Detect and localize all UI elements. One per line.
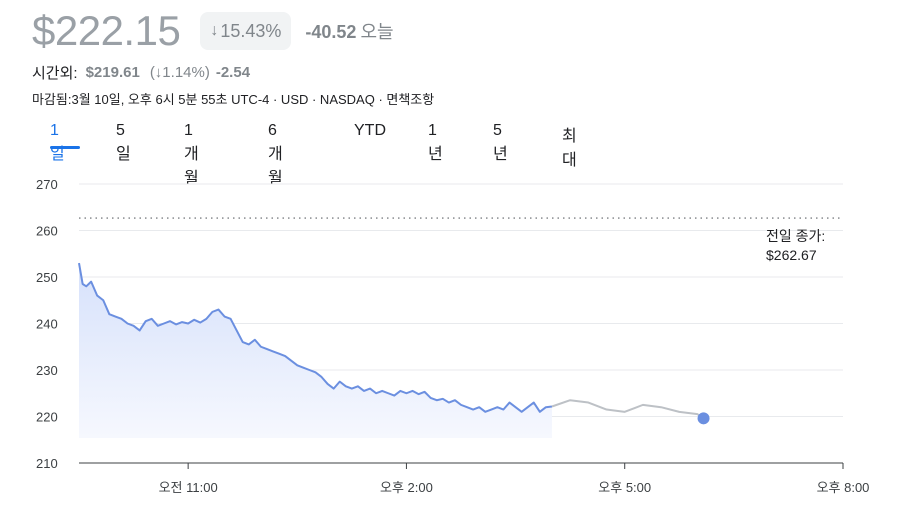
x-tick-label: 오후 5:00 bbox=[598, 480, 651, 495]
previous-close-value: $262.67 bbox=[766, 247, 817, 263]
tab-max[interactable]: 최대 bbox=[562, 128, 577, 169]
y-tick-label: 250 bbox=[36, 270, 58, 285]
regular-session-line bbox=[78, 262, 553, 413]
y-tick-label: 220 bbox=[36, 410, 58, 425]
y-tick-label: 260 bbox=[36, 224, 58, 239]
y-tick-label: 270 bbox=[36, 177, 58, 192]
change-amount: -40.52 bbox=[305, 22, 357, 42]
x-tick-label: 오전 11:00 bbox=[159, 480, 218, 495]
change-amount-group: -40.52 오늘 bbox=[305, 18, 393, 44]
x-tick-label: 오후 2:00 bbox=[380, 480, 433, 495]
change-percent: 15.43% bbox=[220, 20, 282, 41]
after-hours-line bbox=[551, 399, 705, 420]
y-tick-label: 210 bbox=[36, 456, 58, 471]
after-hours-row: 시간외: $219.61 (↓1.14%) -2.54 bbox=[32, 62, 250, 83]
current-price: $222.15 bbox=[32, 7, 181, 54]
tab-5y[interactable]: 5년 bbox=[493, 122, 508, 163]
change-percent-badge: ↓ 15.43% bbox=[200, 12, 292, 50]
price-header: $222.15 ↓ 15.43% -40.52 오늘 bbox=[32, 8, 394, 54]
market-status-meta: 마감됨:3월 10일, 오후 6시 5분 55초 UTC-4 · USD · N… bbox=[32, 92, 435, 107]
tab-ytd[interactable]: YTD bbox=[354, 122, 386, 139]
regular-session-area bbox=[79, 263, 552, 438]
chart-plot bbox=[78, 217, 843, 438]
period-label: 오늘 bbox=[360, 22, 394, 42]
down-arrow-icon: ↓ bbox=[210, 22, 219, 39]
active-tab-indicator bbox=[50, 146, 80, 149]
x-axis: 오전 11:00 오후 2:00 오후 5:00 오후 8:00 bbox=[79, 462, 870, 495]
after-hours-change-percent: (↓1.14%) bbox=[149, 64, 210, 81]
y-tick-label: 230 bbox=[36, 363, 58, 378]
y-tick-label: 240 bbox=[36, 317, 58, 332]
previous-close-label: 전일 종가: $262.67 bbox=[766, 227, 825, 265]
tab-6m[interactable]: 6개월 bbox=[268, 122, 283, 187]
tab-1d[interactable]: 1일 bbox=[50, 122, 65, 163]
previous-close-title: 전일 종가: bbox=[766, 228, 826, 244]
x-tick-label: 오후 8:00 bbox=[817, 480, 870, 495]
tab-1m[interactable]: 1개월 bbox=[184, 122, 199, 187]
after-hours-price: $219.61 bbox=[85, 64, 140, 81]
after-hours-label: 시간외: bbox=[32, 65, 78, 82]
current-price-marker bbox=[697, 412, 710, 425]
tab-1y[interactable]: 1년 bbox=[428, 122, 443, 163]
y-axis-labels: 270 260 250 240 230 220 210 bbox=[36, 177, 58, 471]
tab-5d[interactable]: 5일 bbox=[116, 122, 131, 163]
after-hours-change-amount: -2.54 bbox=[215, 64, 251, 81]
